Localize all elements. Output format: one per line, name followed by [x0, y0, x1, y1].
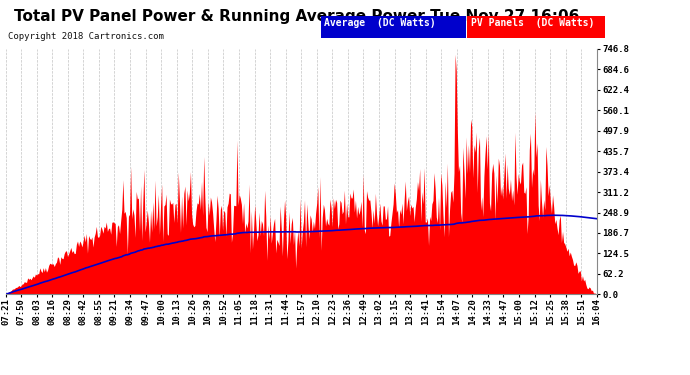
- Text: PV Panels  (DC Watts): PV Panels (DC Watts): [471, 18, 594, 28]
- Text: Total PV Panel Power & Running Average Power Tue Nov 27 16:06: Total PV Panel Power & Running Average P…: [14, 9, 580, 24]
- Text: Copyright 2018 Cartronics.com: Copyright 2018 Cartronics.com: [8, 32, 164, 41]
- Text: Average  (DC Watts): Average (DC Watts): [324, 18, 436, 28]
